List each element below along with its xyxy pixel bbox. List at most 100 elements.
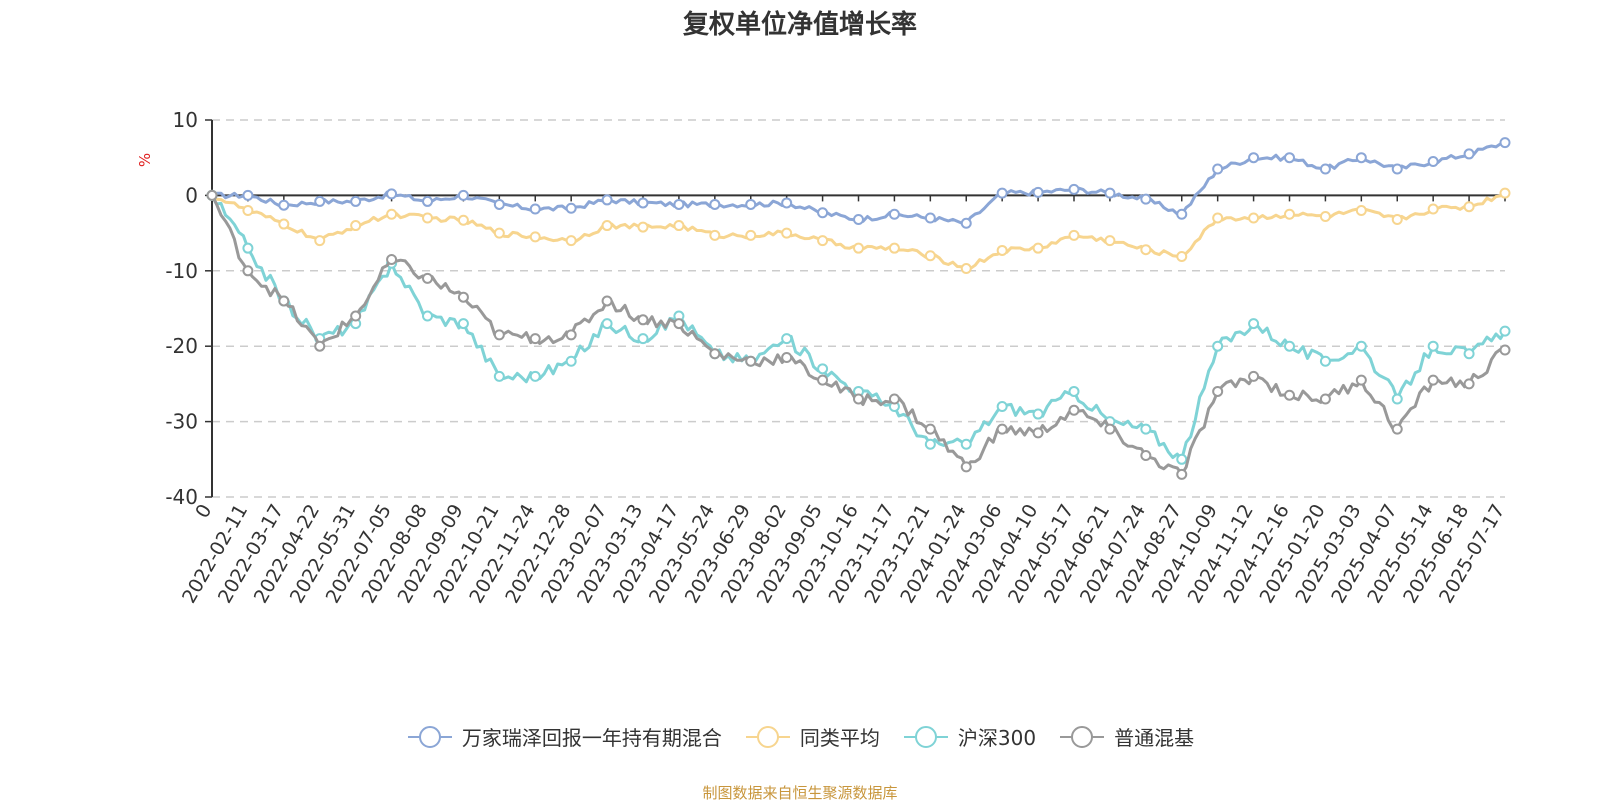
data-point (853, 393, 864, 405)
data-point (1463, 378, 1475, 390)
data-point (1284, 208, 1295, 220)
data-point (888, 208, 900, 220)
data-point (242, 242, 254, 254)
data-point (637, 197, 649, 209)
data-point (1032, 427, 1044, 439)
data-point (1319, 355, 1331, 367)
data-point (1140, 450, 1152, 462)
data-point (745, 229, 757, 241)
x-tick-label: 0 (191, 501, 216, 522)
data-point (493, 329, 505, 341)
data-point (1391, 393, 1403, 405)
legend-label: 沪深300 (957, 726, 1037, 750)
y-tick-label: 0 (185, 183, 198, 207)
data-point (422, 272, 433, 284)
series-layer (206, 137, 1511, 480)
data-point (422, 212, 433, 224)
data-point (601, 295, 613, 307)
series-line-2 (211, 191, 1506, 270)
data-point (1391, 423, 1403, 435)
data-point (924, 212, 936, 224)
data-point (1032, 408, 1044, 420)
data-point (350, 310, 362, 322)
data-point (1212, 163, 1224, 175)
data-point (673, 318, 685, 330)
data-point (1248, 152, 1260, 164)
data-point (1427, 203, 1439, 215)
legend-item[interactable]: 沪深300 (902, 722, 1036, 751)
data-point (924, 423, 936, 435)
data-point (422, 195, 433, 207)
data-point (278, 218, 290, 230)
legend-item[interactable]: 普通混基 (1058, 722, 1194, 751)
data-point (1104, 187, 1116, 199)
data-point (888, 393, 900, 405)
data-point (1032, 242, 1044, 254)
data-point (1391, 163, 1403, 175)
data-point (709, 348, 721, 360)
data-point (206, 189, 218, 201)
data-point (1427, 374, 1439, 386)
data-point (457, 318, 469, 330)
data-point (1427, 155, 1439, 167)
data-point (960, 461, 972, 473)
data-point (1176, 468, 1188, 480)
data-point (457, 189, 469, 201)
data-point (1319, 393, 1331, 405)
grid-layer (212, 119, 1505, 498)
y-tick-label: -20 (165, 334, 198, 358)
data-point (781, 197, 793, 209)
y-tick-label: -30 (165, 410, 198, 434)
data-point (1427, 340, 1439, 352)
chart-title: 复权单位净值增长率 (682, 10, 917, 40)
data-point (1284, 340, 1295, 352)
series-line-4 (210, 194, 1506, 476)
data-point (673, 198, 685, 210)
legend-item[interactable]: 同类平均 (744, 722, 880, 751)
data-point (1248, 318, 1260, 330)
y-tick-label: -10 (165, 259, 198, 283)
legend-marker-icon (1060, 725, 1105, 748)
data-point (960, 263, 972, 275)
data-point (1212, 340, 1224, 352)
series-line-1 (211, 141, 1506, 225)
data-point (1499, 187, 1511, 199)
data-point (386, 253, 398, 265)
data-point (457, 214, 469, 226)
data-point (1140, 193, 1152, 205)
data-point (242, 189, 254, 201)
data-point (1319, 163, 1331, 175)
data-point (709, 229, 721, 241)
data-point (457, 291, 469, 303)
data-point (817, 207, 829, 219)
data-point (781, 227, 793, 239)
legend-circle (756, 725, 779, 748)
data-point (1176, 250, 1188, 262)
data-point (1284, 152, 1295, 164)
data-point (1284, 389, 1295, 401)
data-point (960, 438, 972, 450)
data-point (529, 231, 541, 243)
data-point (745, 355, 757, 367)
data-point (781, 333, 793, 345)
data-point (1319, 211, 1331, 223)
data-point (745, 198, 757, 210)
data-point (1355, 204, 1367, 216)
data-point (601, 220, 613, 232)
data-point (529, 203, 541, 215)
data-point (637, 333, 649, 345)
data-point (386, 188, 398, 200)
data-point (1248, 212, 1260, 224)
y-axis-unit-label: % (136, 153, 154, 167)
legend-label: 普通混基 (1114, 726, 1195, 750)
data-point (1463, 148, 1475, 160)
data-point (529, 333, 541, 345)
data-point (996, 187, 1008, 199)
legend-item[interactable]: 万家瑞泽回报一年持有期混合 (406, 722, 722, 751)
data-point (565, 355, 577, 367)
data-point (924, 250, 936, 262)
data-point (888, 242, 900, 254)
data-point (996, 423, 1008, 435)
data-point (1391, 214, 1403, 226)
